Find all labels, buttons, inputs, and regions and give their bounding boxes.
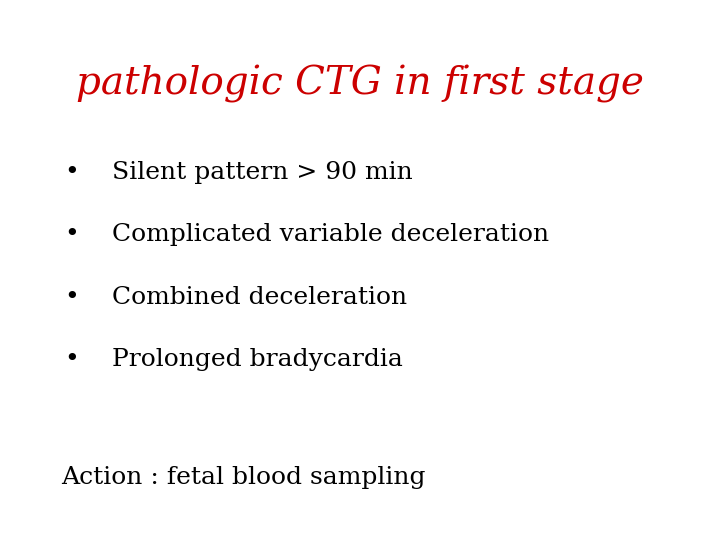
Text: Prolonged bradycardia: Prolonged bradycardia [112, 348, 402, 370]
Text: pathologic CTG in first stage: pathologic CTG in first stage [76, 65, 644, 103]
Text: Silent pattern > 90 min: Silent pattern > 90 min [112, 161, 413, 184]
Text: Combined deceleration: Combined deceleration [112, 286, 407, 308]
Text: •: • [65, 161, 79, 184]
Text: Action : fetal blood sampling: Action : fetal blood sampling [61, 467, 426, 489]
Text: Complicated variable deceleration: Complicated variable deceleration [112, 224, 549, 246]
Text: •: • [65, 348, 79, 370]
Text: •: • [65, 224, 79, 246]
Text: •: • [65, 286, 79, 308]
